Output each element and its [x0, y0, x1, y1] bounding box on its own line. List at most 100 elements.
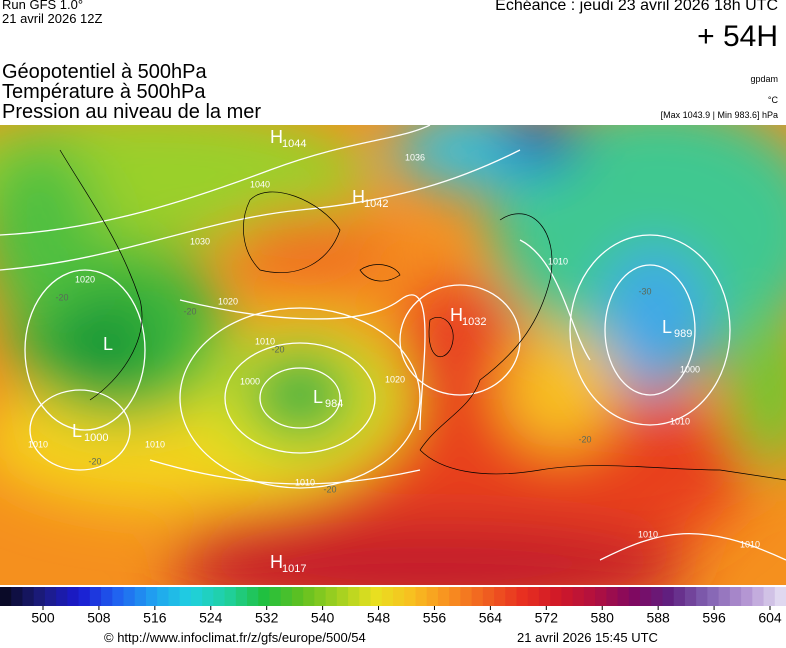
isobar-label: 1030: [190, 236, 210, 246]
colorbar-swatch: [729, 587, 742, 606]
center-value: 1000: [84, 432, 108, 444]
colorbar-label: 596: [702, 610, 726, 626]
colorbar-swatch: [505, 587, 518, 606]
colorbar-swatch: [235, 587, 248, 606]
colorbar-swatch: [561, 587, 574, 606]
colorbar-swatch: [190, 587, 203, 606]
colorbar-swatch: [112, 587, 125, 606]
colorbar-swatch: [224, 587, 237, 606]
center-value: 1017: [282, 563, 306, 575]
colorbar-swatch: [280, 587, 293, 606]
isobar-label: 1036: [405, 152, 425, 162]
center-letter: H: [270, 127, 283, 147]
center-value: 1032: [462, 316, 486, 328]
colorbar-swatch: [213, 587, 226, 606]
center-letter: L: [72, 421, 82, 441]
center-letter: H: [352, 187, 365, 207]
colorbar-label: 572: [535, 610, 559, 626]
isobar-label: 1000: [680, 364, 700, 374]
coastlines: [59, 149, 786, 481]
center-value: 1044: [282, 138, 306, 150]
colorbar-swatch: [460, 587, 473, 606]
issue-date: 21 avril 2026 15:45 UTC: [517, 630, 658, 645]
colorbar-swatch: [67, 587, 80, 606]
colorbar-swatch: [359, 587, 372, 606]
colorbar-swatch: [393, 587, 405, 606]
colorbar-swatch: [550, 587, 562, 606]
isobar-label: 1020: [218, 296, 238, 306]
colorbar-swatch: [494, 587, 506, 606]
isobars: [0, 125, 786, 561]
colorbar-swatch: [752, 587, 765, 606]
isobar-label: 1000: [240, 376, 260, 386]
center-value: 984: [325, 398, 343, 410]
field-shading: [0, 125, 786, 585]
colorbar-swatch: [617, 587, 630, 606]
colorbar-swatch: [628, 587, 641, 606]
colorbar-swatch: [381, 587, 394, 606]
colorbar-swatch: [0, 587, 12, 606]
colorbar-swatch: [595, 587, 607, 606]
field: Géopotentiel à 500hPa: [2, 61, 207, 83]
lead-time: + 54H: [697, 20, 778, 53]
colorbar-swatch: [44, 587, 57, 606]
center-letter: L: [313, 387, 323, 407]
center-letter: H: [450, 305, 463, 325]
colorbar-swatch: [651, 587, 663, 606]
temperature-label: -20: [323, 484, 336, 494]
colorbar-swatch: [11, 587, 23, 606]
colorbar-swatch: [168, 587, 181, 606]
center-letter: H: [270, 552, 283, 572]
isobar-label: 1010: [145, 439, 165, 449]
colorbar-swatch: [291, 587, 304, 606]
center-letter: L: [103, 334, 113, 354]
colorbar-swatch: [774, 587, 786, 606]
colorbar-swatch: [707, 587, 720, 606]
field: Pression au niveau de la mer: [2, 101, 262, 123]
colorbar-swatch: [404, 587, 416, 606]
colorbar-swatch: [314, 587, 327, 606]
pressure-range: [Max 1043.9 | Min 983.6] hPa: [660, 110, 778, 120]
colorbar-swatch: [101, 587, 113, 606]
isobar-label: 1010: [295, 477, 315, 487]
colorbar-swatch: [145, 587, 158, 606]
colorbar-swatch: [258, 587, 270, 606]
colorbar-swatch: [572, 587, 585, 606]
colorbar-label: 604: [758, 610, 782, 626]
colorbar-swatch: [606, 587, 619, 606]
colorbar-label: 532: [255, 610, 279, 626]
colorbar-swatch: [202, 587, 214, 606]
colorbar-swatch: [426, 587, 439, 606]
colorbar-label: 556: [423, 610, 447, 626]
colorbar-swatch: [179, 587, 192, 606]
isobar-label: 1040: [250, 179, 270, 189]
colorbar-swatch: [247, 587, 259, 606]
colorbar-swatch: [269, 587, 282, 606]
run-date: 21 avril 2026 12Z: [2, 11, 103, 26]
isobar-label: 1010: [670, 416, 690, 426]
unit: gpdam: [750, 74, 778, 84]
colorbar-swatch: [348, 587, 360, 606]
run: Run GFS 1.0°: [2, 0, 84, 12]
colorbar-swatch: [134, 587, 147, 606]
colorbar-label: 564: [479, 610, 503, 626]
colorbar-swatch: [437, 587, 450, 606]
colorbar-label: 580: [591, 610, 615, 626]
source-url: © http://www.infoclimat.fr/z/gfs/europe/…: [104, 630, 366, 645]
colorbar-swatch: [538, 587, 551, 606]
temperature-label: -20: [271, 344, 284, 354]
temperature-label: -20: [55, 292, 68, 302]
colorbar-swatch: [696, 587, 708, 606]
unit: °C: [767, 95, 778, 105]
isobar-label: 1010: [638, 529, 658, 539]
colorbar-swatch: [303, 587, 315, 606]
colorbar-swatch: [673, 587, 686, 606]
colorbar-swatch: [123, 587, 136, 606]
colorbar-swatch: [516, 587, 529, 606]
colorbar-label: 540: [311, 610, 335, 626]
colorbar-swatch: [527, 587, 540, 606]
colorbar-swatch: [684, 587, 697, 606]
colorbar-swatch: [325, 587, 338, 606]
